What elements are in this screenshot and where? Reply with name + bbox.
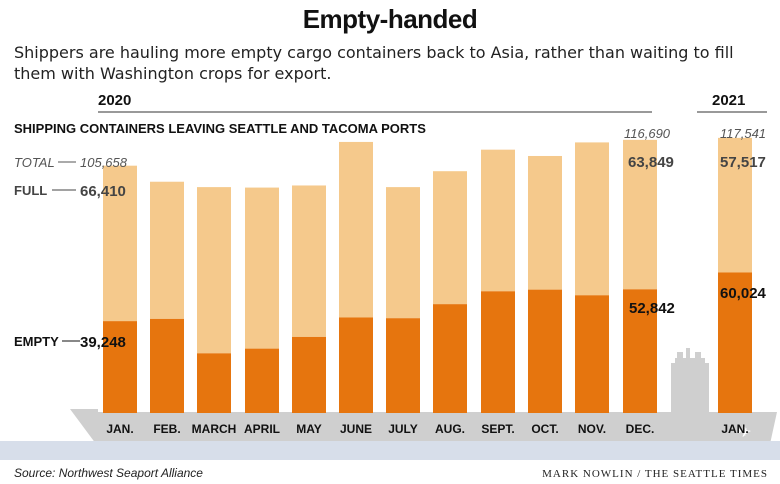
tick-label-10: NOV. (578, 422, 606, 436)
credit-line: MARK NOWLIN / THE SEATTLE TIMES (542, 468, 768, 480)
ship-bridge (671, 348, 709, 413)
tick-label-3: APRIL (244, 422, 280, 436)
bar-empty-7 (433, 304, 467, 413)
jan2021-empty-value: 60,024 (720, 285, 767, 302)
dec-full-value: 63,849 (628, 154, 674, 171)
dec-total-value: 116,690 (624, 126, 671, 141)
bar-empty-2 (197, 353, 231, 413)
bar-empty-8 (481, 291, 515, 413)
bar-full-8 (481, 149, 515, 292)
empty-label: EMPTY (14, 334, 59, 349)
bar-empty-4 (292, 336, 326, 413)
bar-empty-12 (718, 272, 752, 413)
tick-label-8: SEPT. (481, 422, 514, 436)
bar-empty-11 (623, 289, 657, 413)
full-label: FULL (14, 183, 47, 198)
tick-label-6: JULY (388, 422, 418, 436)
bar-empty-5 (339, 317, 373, 413)
bar-empty-0 (103, 321, 137, 413)
bar-full-10 (575, 142, 609, 296)
chart-title: Empty-handed (302, 4, 478, 34)
chart-subtitle: Shippers are hauling more empty cargo co… (14, 43, 734, 83)
bar-full-0 (103, 165, 137, 322)
chart-heading: SHIPPING CONTAINERS LEAVING SEATTLE AND … (14, 121, 426, 136)
tick-label-0: JAN. (106, 422, 133, 436)
propeller-icon: ✈ (738, 422, 751, 441)
bars-group (103, 137, 752, 413)
bar-empty-1 (150, 318, 184, 413)
year-label-2020: 2020 (98, 92, 131, 109)
tick-label-2: MARCH (192, 422, 237, 436)
jan2021-full-value: 57,517 (720, 154, 766, 171)
bar-full-4 (292, 185, 326, 337)
tick-label-7: AUG. (435, 422, 465, 436)
bar-full-9 (528, 155, 562, 290)
bar-empty-6 (386, 318, 420, 413)
tick-label-12: JAN. (721, 422, 748, 436)
jan2021-total-value: 117,541 (720, 126, 766, 141)
bar-full-5 (339, 141, 373, 318)
tick-label-1: FEB. (153, 422, 180, 436)
bar-full-12 (718, 137, 752, 273)
bar-full-11 (623, 139, 657, 290)
bar-full-2 (197, 187, 231, 354)
tick-label-5: JUNE (340, 422, 372, 436)
water (0, 441, 780, 460)
tick-label-9: OCT. (531, 422, 558, 436)
bar-empty-9 (528, 289, 562, 413)
year-label-2021: 2021 (712, 92, 745, 109)
bar-full-1 (150, 181, 184, 319)
tick-labels-group: JAN. FEB. MARCH APRIL MAY JUNE JULY AUG. SEPT. OC… (106, 422, 748, 436)
jan2020-empty-value: 39,248 (80, 334, 126, 351)
dec-empty-value: 52,842 (629, 300, 675, 317)
ship-hull (70, 406, 777, 444)
source-note: Source: Northwest Seaport Alliance (14, 466, 203, 480)
tick-label-11: DEC. (626, 422, 655, 436)
tick-label-4: MAY (296, 422, 322, 436)
bar-empty-10 (575, 295, 609, 413)
bar-full-3 (245, 187, 279, 349)
jan2020-full-value: 66,410 (80, 183, 126, 200)
total-label: TOTAL (14, 155, 55, 170)
bar-full-6 (386, 187, 420, 319)
jan2020-total-value: 105,658 (80, 155, 128, 170)
bar-empty-3 (245, 348, 279, 413)
bar-full-7 (433, 171, 467, 305)
